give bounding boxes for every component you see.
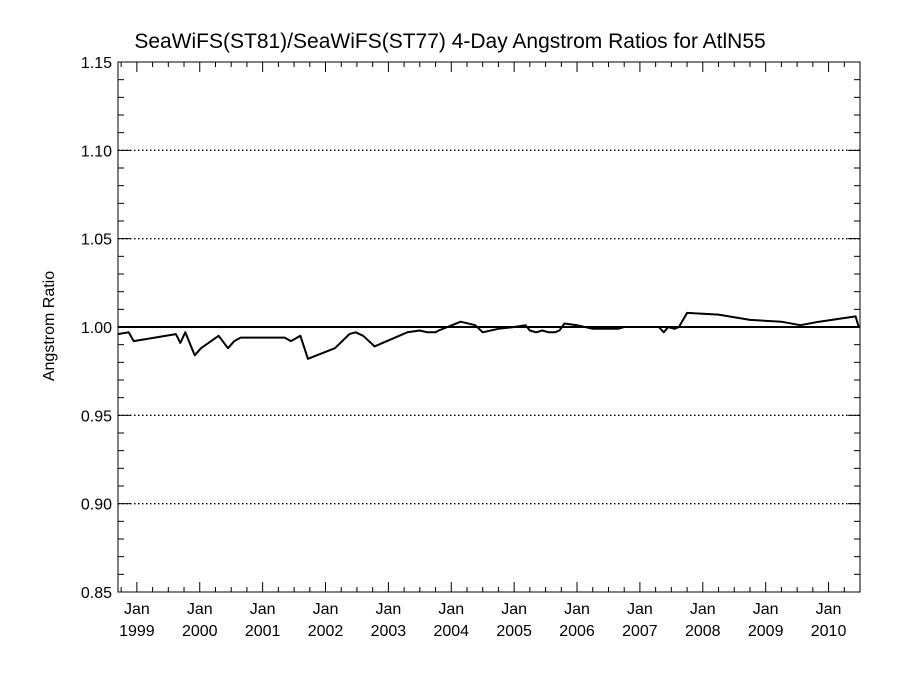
chart-title: SeaWiFS(ST81)/SeaWiFS(ST77) 4-Day Angstr… [134,30,766,53]
x-tick-label-year: 2003 [371,623,407,640]
axis-ticks [118,61,861,593]
x-tick-label-year: 2008 [685,623,721,640]
x-tick-label-year: 2004 [433,623,469,640]
y-tick-label: 0.85 [81,585,112,602]
x-tick-label-year: 2010 [811,623,847,640]
x-tick-label-month: Jan [313,601,339,618]
y-tick-label: 1.15 [81,55,112,72]
series-line [117,311,860,360]
x-tick-label-month: Jan [690,601,716,618]
y-tick-label: 1.00 [81,320,112,337]
x-tick-label-month: Jan [438,601,464,618]
x-tick-label-month: Jan [816,601,842,618]
x-tick-label-month: Jan [501,601,527,618]
x-tick-label-month: Jan [250,601,276,618]
tick-labels: 0.85 0.90 0.95 1.00 1.05 1.10 1.15 Jan 1999 Jan 20… [81,55,847,640]
x-tick-label-month: Jan [627,601,653,618]
x-tick-label-year: 2007 [622,623,658,640]
y-tick-label: 0.95 [81,408,112,425]
series-group [117,311,860,360]
x-tick-label-month: Jan [124,601,150,618]
x-tick-label-month: Jan [375,601,401,618]
x-tick-label-year: 2001 [245,623,281,640]
x-tick-label-year: 2006 [559,623,595,640]
x-tick-label-year: 2000 [182,623,218,640]
x-tick-label-month: Jan [753,601,779,618]
x-tick-label-month: Jan [187,601,213,618]
x-tick-label-year: 2009 [748,623,784,640]
x-tick-label-year: 2005 [496,623,532,640]
x-tick-label-month: Jan [564,601,590,618]
y-tick-label: 0.90 [81,497,112,514]
y-tick-label: 1.05 [81,232,112,249]
x-tick-label-year: 1999 [119,623,155,640]
y-tick-label: 1.10 [81,143,112,160]
x-tick-label-year: 2002 [308,623,344,640]
